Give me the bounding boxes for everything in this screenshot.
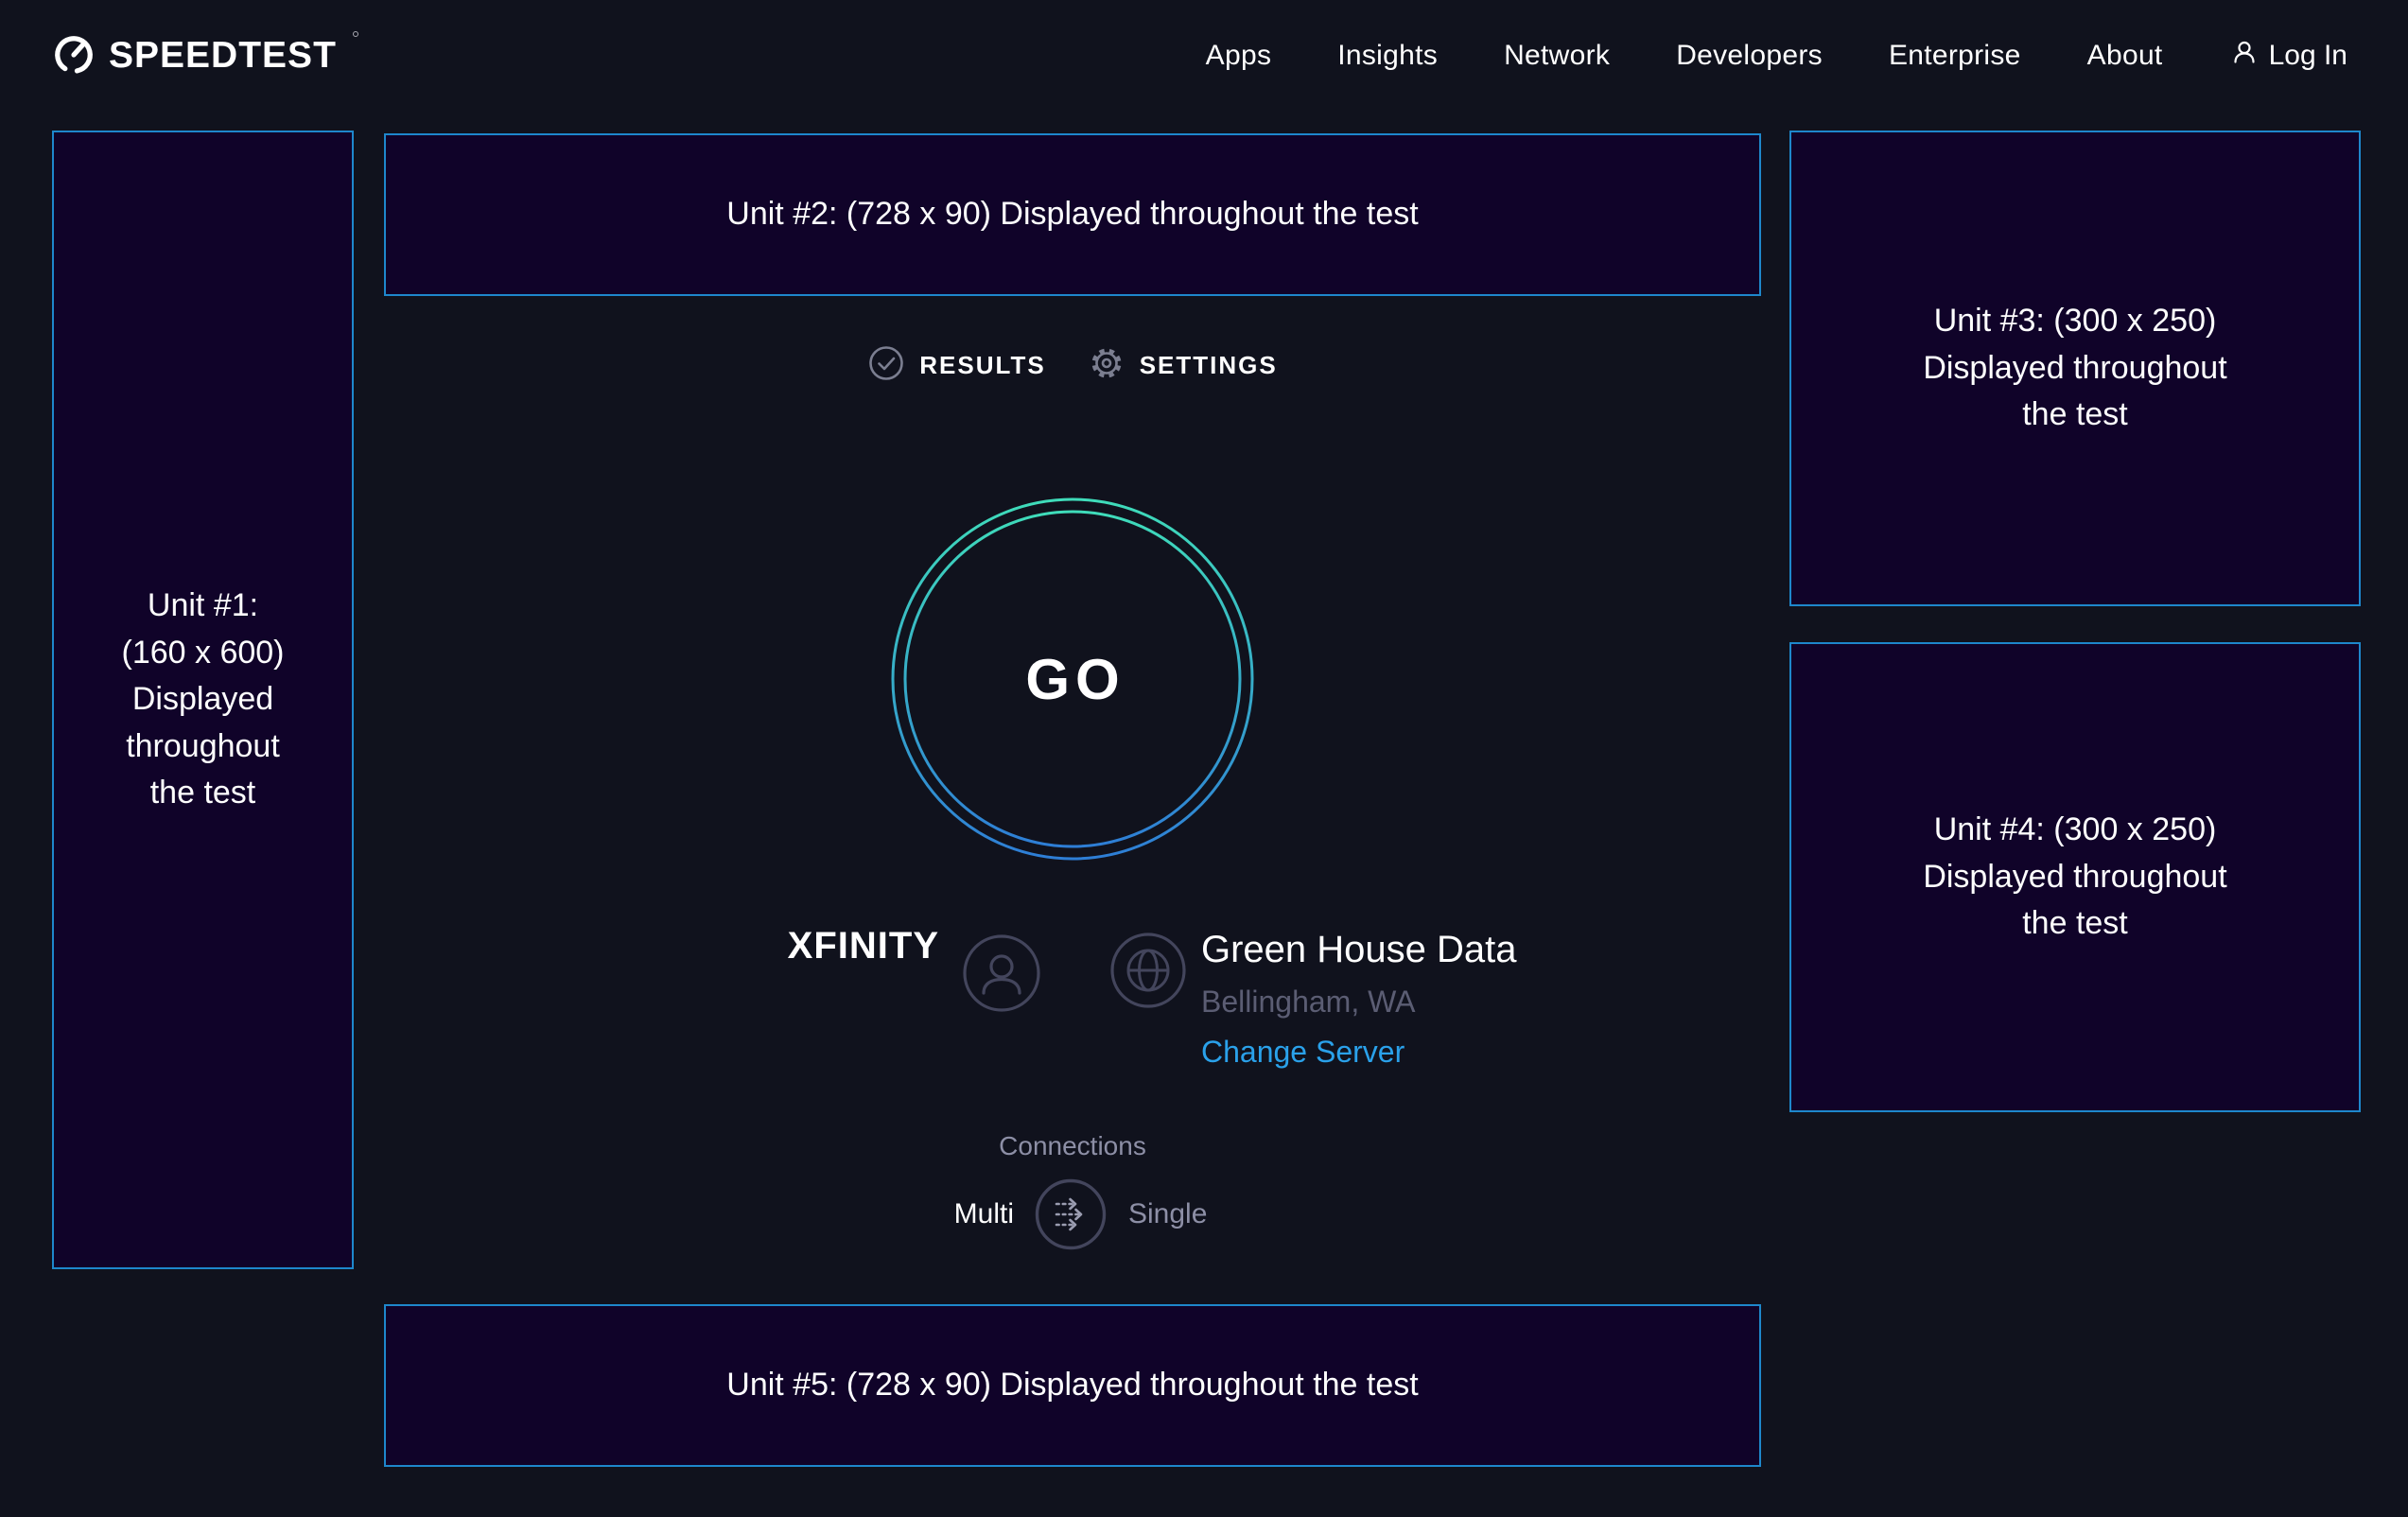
nav-item-insights[interactable]: Insights xyxy=(1337,40,1439,71)
logo-wordmark: SPEEDTEST xyxy=(109,34,337,76)
nav-item-developers[interactable]: Developers xyxy=(1676,40,1823,71)
login-label: Log In xyxy=(2268,40,2347,71)
go-button[interactable]: GO xyxy=(891,497,1254,861)
connections-multi-label[interactable]: Multi xyxy=(953,1198,1014,1229)
connections-label: Connections xyxy=(999,1131,1146,1160)
globe-circle-icon xyxy=(1109,932,1187,1014)
tab-results[interactable]: RESULTS xyxy=(867,344,1045,387)
tab-settings[interactable]: SETTINGS xyxy=(1088,344,1278,387)
ad-unit-3: Unit #3: (300 x 250) Displayed throughou… xyxy=(1789,131,2361,606)
multi-connection-arrows-icon xyxy=(1035,1178,1107,1250)
speedtest-logo[interactable]: SPEEDTEST xyxy=(52,30,358,81)
nav-item-network[interactable]: Network xyxy=(1504,40,1611,71)
view-tabs: RESULTS SETTINGS xyxy=(384,344,1761,387)
server-location: Bellingham, WA xyxy=(1201,985,1416,1019)
connections-toggle-row: Multi Single xyxy=(384,1178,1761,1250)
nav-item-apps[interactable]: Apps xyxy=(1205,40,1272,71)
nav-item-login[interactable]: Log In xyxy=(2229,37,2347,75)
ad-unit-2-text: Unit #2: (728 x 90) Displayed throughout… xyxy=(726,196,1419,233)
check-circle-icon xyxy=(867,344,905,387)
change-server-link[interactable]: Change Server xyxy=(1201,1035,1405,1069)
redacted-ip-text xyxy=(738,988,941,1015)
user-circle-icon xyxy=(962,933,1041,1018)
connections-toggle-button[interactable] xyxy=(1035,1178,1107,1250)
tab-results-label: RESULTS xyxy=(919,351,1046,379)
ad-unit-4-text: Unit #4: (300 x 250) Displayed throughou… xyxy=(1923,811,2227,942)
server-name: Green House Data xyxy=(1201,929,1517,970)
nav-item-enterprise[interactable]: Enterprise xyxy=(1888,40,2021,71)
ad-unit-5-text: Unit #5: (728 x 90) Displayed throughout… xyxy=(726,1367,1419,1404)
header: SPEEDTEST Apps Insights Network Develope… xyxy=(0,0,2408,112)
isp-name: XFINITY xyxy=(787,925,939,967)
ad-unit-1: Unit #1: (160 x 600) Displayed throughou… xyxy=(52,131,354,1269)
top-navigation: Apps Insights Network Developers Enterpr… xyxy=(1206,37,2347,75)
ad-unit-4: Unit #4: (300 x 250) Displayed throughou… xyxy=(1789,642,2361,1112)
tab-settings-label: SETTINGS xyxy=(1139,351,1278,379)
server-info: Green House Data Bellingham, WA Change S… xyxy=(1201,927,1517,1070)
ad-unit-2: Unit #2: (728 x 90) Displayed throughout… xyxy=(384,133,1761,296)
nav-item-about[interactable]: About xyxy=(2086,40,2163,71)
go-button-label: GO xyxy=(1025,647,1125,711)
go-button-rings xyxy=(891,497,1254,861)
ad-unit-3-text: Unit #3: (300 x 250) Displayed throughou… xyxy=(1923,303,2227,433)
gear-icon xyxy=(1088,344,1125,387)
speedometer-icon xyxy=(52,33,96,81)
user-icon xyxy=(2229,37,2260,75)
ad-unit-5: Unit #5: (728 x 90) Displayed throughout… xyxy=(384,1304,1761,1467)
trademark-mark xyxy=(352,30,358,37)
speedtest-panel: RESULTS SETTINGS xyxy=(384,0,1761,1517)
connections-single-label[interactable]: Single xyxy=(1128,1198,1208,1229)
ad-unit-1-text: Unit #1: (160 x 600) Displayed throughou… xyxy=(121,586,285,811)
